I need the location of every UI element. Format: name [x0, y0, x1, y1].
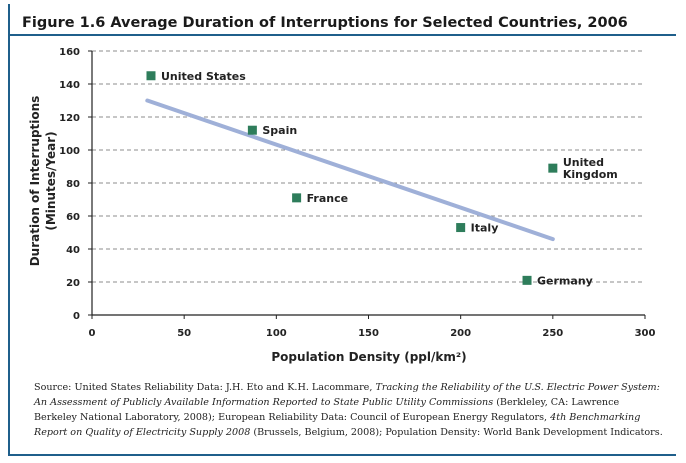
data-point-marker [456, 223, 466, 233]
y-tick-label: 20 [66, 278, 80, 289]
x-tick-label: 0 [89, 328, 96, 339]
x-tick-label: 100 [266, 328, 287, 339]
y-axis-title-line2: (Minutes/Year) [44, 131, 58, 230]
x-tick-label: 250 [542, 328, 563, 339]
source-suffix: (Brussels, Belgium, 2008); Population De… [250, 427, 663, 438]
y-tick-label: 60 [66, 212, 80, 223]
x-axis-title: Population Density (ppl/km²) [271, 350, 466, 364]
tick-labels: 0 20 40 60 80 100 120 140 160 0 50 100 150 200 250 300 [59, 47, 655, 339]
trendline [145, 98, 555, 242]
data-points: United States Spain France Italy UnitedKingd… [146, 70, 618, 287]
data-point-label: United [563, 156, 604, 169]
data-point-label: Spain [262, 124, 297, 137]
source-italic-title-2: 4th Benchmarking Report on Quality of El… [34, 412, 641, 438]
figure-title-bar: Figure 1.6 Average Duration of Interrupt… [8, 4, 676, 36]
data-point-label: Kingdom [563, 168, 618, 181]
source-middle: (Berkleley, CA: Lawrence Berkeley Nation… [34, 397, 620, 423]
source-note: Source: United States Reliability Data: … [34, 380, 664, 440]
y-tick-label: 160 [59, 47, 80, 58]
x-tick-label: 200 [450, 328, 471, 339]
y-axis-title-line1: Duration of Interruptions [28, 96, 42, 267]
y-tick-label: 100 [59, 146, 80, 157]
y-tick-label: 0 [73, 311, 80, 322]
figure-frame [8, 4, 676, 456]
grid-lines [92, 50, 645, 283]
trendline-line [145, 98, 555, 242]
x-tick-label: 150 [358, 328, 379, 339]
y-tick-label: 120 [59, 113, 80, 124]
y-tick-label: 80 [66, 179, 80, 190]
source-prefix: Source: United States Reliability Data: … [34, 382, 376, 393]
x-tick-label: 300 [635, 328, 656, 339]
y-tick-label: 40 [66, 245, 80, 256]
data-point-label: France [307, 192, 348, 205]
data-point-marker [548, 163, 558, 173]
data-point-marker [292, 193, 302, 203]
data-point-marker [146, 71, 156, 81]
source-italic-title-1: Tracking the Reliability of the U.S. Ele… [34, 382, 660, 408]
data-point-label: Italy [471, 222, 499, 235]
axes [88, 50, 646, 319]
data-point-marker [247, 125, 257, 135]
data-point-label: Germany [537, 274, 593, 287]
x-tick-label: 50 [177, 328, 191, 339]
data-point-label: United States [161, 70, 246, 83]
figure-title: Figure 1.6 Average Duration of Interrupt… [22, 15, 628, 31]
y-tick-label: 140 [59, 80, 80, 91]
data-point-marker [522, 275, 532, 285]
